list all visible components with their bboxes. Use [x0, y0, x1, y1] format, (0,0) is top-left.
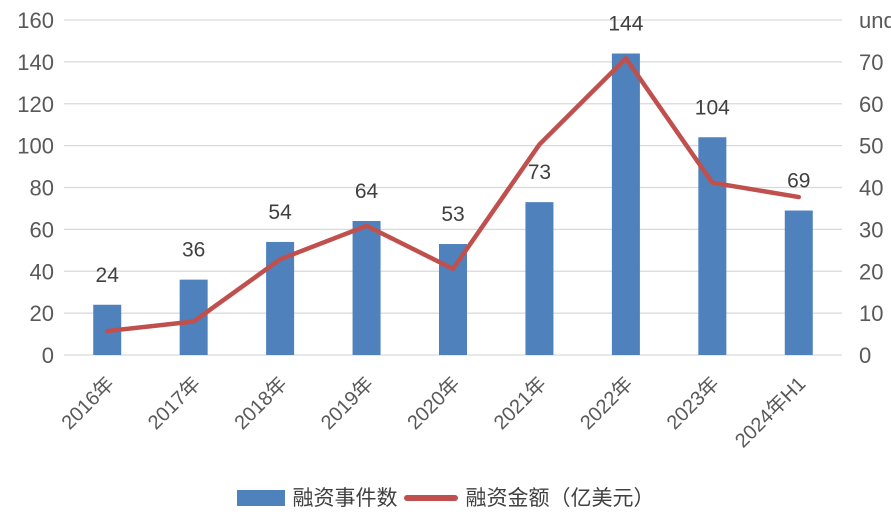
y-right-tick-label: undefined — [859, 8, 891, 33]
bar-2022年 — [611, 53, 640, 355]
bar-2020年 — [439, 244, 467, 355]
bar-value-label: 73 — [528, 161, 551, 184]
bar-2021年 — [525, 202, 554, 355]
y-left-tick-label: 160 — [17, 8, 54, 33]
legend-item-events: 融资事件数 — [236, 486, 398, 510]
y-right-tick-label: 60 — [859, 92, 883, 117]
x-tick-label: 2021年 — [489, 372, 551, 434]
legend-line-swatch — [403, 495, 458, 501]
y-right-tick-label: 0 — [859, 343, 871, 368]
x-tick-label: 2022年 — [576, 372, 638, 434]
bar-value-label: 69 — [787, 170, 810, 193]
y-left-tick-label: 100 — [17, 134, 54, 159]
legend: 融资事件数 融资金额（亿美元） — [0, 482, 891, 514]
y-right-tick-label: 70 — [859, 50, 883, 75]
chart-svg: 0 0 20 10 40 20 60 30 80 40 100 50 120 60 140 70 160 unde… — [17, 8, 891, 452]
x-tick-label: 2018年 — [230, 372, 292, 434]
y-right-tick-label: 30 — [859, 217, 883, 242]
legend-bar-swatch — [236, 490, 285, 506]
x-tick-label: 2020年 — [403, 372, 465, 434]
bar-value-label: 24 — [96, 264, 120, 287]
x-tick-label: 2017年 — [143, 372, 205, 434]
y-right-tick-label: 50 — [859, 134, 883, 159]
y-left-tick-label: 140 — [17, 50, 54, 75]
x-tick-label: 2023年 — [662, 372, 724, 434]
x-tick-label: 2016年 — [57, 372, 119, 434]
bar-2017年 — [179, 279, 208, 355]
legend-item-amount: 融资金额（亿美元） — [403, 486, 655, 510]
y-right-tick-label: 40 — [859, 176, 883, 201]
legend-bar-label: 融资事件数 — [292, 486, 398, 510]
bar-2019年 — [352, 221, 381, 355]
y-left-tick-label: 20 — [30, 301, 54, 326]
x-tick-label: 2019年 — [316, 372, 378, 434]
legend-line-label: 融资金额（亿美元） — [465, 486, 655, 510]
bar-2023年 — [698, 137, 727, 355]
line-series — [104, 56, 802, 334]
bar-value-label: 53 — [441, 203, 464, 226]
y-left-tick-label: 60 — [30, 217, 54, 242]
bar-value-label: 54 — [268, 201, 292, 224]
y-right-tick-label: 20 — [859, 259, 883, 284]
bar-value-label: 144 — [608, 13, 643, 36]
bar-value-label: 36 — [182, 239, 205, 262]
bar-value-label: 64 — [355, 180, 379, 203]
y-left-tick-label: 80 — [30, 176, 54, 201]
x-tick-label: 2024年H1 — [730, 372, 810, 452]
y-right-tick-label: 10 — [859, 301, 883, 326]
bar-value-label: 104 — [695, 96, 730, 119]
y-left-tick-label: 120 — [17, 92, 54, 117]
bar-2024年H1 — [784, 210, 813, 355]
y-left-tick-label: 0 — [42, 343, 54, 368]
y-left-tick-label: 40 — [30, 259, 54, 284]
